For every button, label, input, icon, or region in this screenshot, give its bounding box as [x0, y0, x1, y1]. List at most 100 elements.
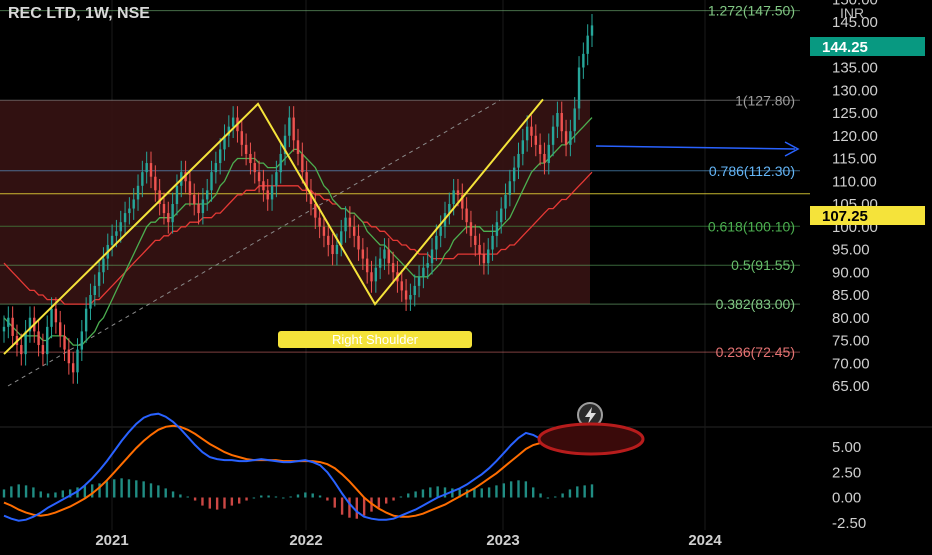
time-label: 2023 — [486, 532, 519, 549]
osc-histogram-bar — [304, 492, 307, 498]
osc-histogram-bar — [311, 493, 314, 498]
candle-body — [206, 190, 209, 200]
candle-body — [435, 235, 438, 250]
candle-body — [184, 172, 187, 182]
osc-histogram-bar — [208, 497, 211, 509]
candle-body — [175, 185, 179, 204]
price-tick-label: 125.00 — [832, 105, 878, 122]
candle-body — [227, 126, 231, 136]
candle-body — [128, 208, 131, 214]
osc-histogram-bar — [561, 493, 564, 498]
candle-body — [569, 131, 572, 145]
candle-body — [167, 213, 170, 223]
candle-body — [37, 331, 40, 346]
osc-histogram-bar — [17, 484, 20, 498]
price-tick-label: 120.00 — [832, 128, 878, 145]
level-badge — [810, 206, 925, 225]
osc-histogram-bar — [54, 492, 57, 498]
time-label: 2022 — [289, 532, 322, 549]
last-price-badge — [810, 37, 925, 56]
candle-body — [318, 217, 321, 227]
osc-histogram-bar — [142, 481, 145, 498]
candle-body — [2, 326, 6, 332]
candle-body — [409, 295, 412, 300]
candle-body — [331, 244, 334, 255]
osc-tick-label: 0.00 — [832, 490, 861, 507]
candle-body — [413, 285, 416, 295]
candle-body — [283, 135, 287, 154]
osc-histogram-bar — [414, 491, 417, 498]
candle-body — [357, 235, 360, 250]
candle-body — [340, 231, 343, 245]
osc-histogram-bar — [164, 488, 167, 498]
candle-body — [97, 272, 101, 286]
candle-body — [279, 153, 282, 173]
price-tick-label: 80.00 — [832, 310, 870, 327]
osc-histogram-bar — [502, 483, 505, 498]
candle-body — [465, 208, 468, 223]
candle-body — [46, 326, 49, 355]
candle-body — [223, 135, 226, 150]
fib-label: 0.786(112.30) — [709, 163, 795, 179]
candle-body — [93, 285, 96, 295]
candle-body — [141, 172, 144, 186]
osc-histogram-bar — [296, 494, 300, 498]
fib-label: 1.272(147.50) — [708, 3, 795, 19]
candle-body — [560, 113, 563, 132]
right-shoulder-label-bg — [278, 331, 472, 348]
osc-histogram-bar — [83, 485, 87, 498]
osc-histogram-bar — [260, 495, 263, 498]
osc-histogram-bar — [333, 497, 336, 508]
pattern-zone — [0, 100, 590, 305]
candle-body — [378, 258, 382, 268]
osc-histogram-bar — [135, 480, 138, 498]
osc-histogram-bar — [473, 488, 476, 498]
osc-histogram-bar — [120, 478, 123, 498]
right-shoulder-label: Right Shoulder — [332, 332, 419, 347]
candle-body — [573, 108, 576, 132]
price-tick-label: 85.00 — [832, 287, 870, 304]
candle-body — [296, 140, 300, 154]
candle-body — [201, 199, 205, 214]
osc-histogram-bar — [509, 481, 513, 498]
osc-histogram-bar — [61, 490, 64, 498]
currency-label: INR — [840, 5, 864, 21]
osc-histogram-bar — [32, 487, 35, 498]
osc-histogram-bar — [487, 487, 491, 498]
osc-histogram-bar — [201, 497, 204, 506]
osc-histogram-bar — [539, 493, 542, 498]
candle-body — [193, 194, 196, 204]
osc-histogram-bar — [98, 483, 101, 498]
candle-body — [41, 345, 45, 355]
candle-body — [335, 244, 339, 255]
osc-histogram-bar — [495, 485, 498, 498]
osc-histogram-bar — [517, 480, 520, 498]
fib-label: 0.236(72.45) — [716, 344, 795, 360]
candle-body — [547, 144, 550, 164]
candle-body — [456, 190, 460, 195]
candle-body — [218, 149, 222, 164]
candle-body — [50, 308, 53, 327]
osc-histogram-bar — [554, 496, 557, 498]
candle-body — [517, 153, 520, 168]
candle-body — [20, 345, 23, 355]
osc-histogram-bar — [583, 485, 586, 498]
osc-histogram-bar — [377, 497, 381, 508]
candle-body — [344, 217, 347, 232]
osc-histogram-bar — [10, 486, 13, 498]
candle-body — [76, 349, 79, 373]
price-tick-label: 70.00 — [832, 355, 870, 372]
osc-histogram-bar — [179, 494, 182, 498]
level-badge-text: 107.25 — [822, 208, 868, 225]
price-tick-label: 95.00 — [832, 242, 870, 259]
projection-arrow-head — [784, 141, 800, 157]
candle-body — [365, 258, 369, 273]
fib-label: 1(127.80) — [735, 92, 795, 108]
price-tick-label: 75.00 — [832, 333, 870, 350]
candle-body — [439, 226, 442, 236]
osc-histogram-bar — [238, 497, 241, 504]
osc-histogram-bar — [348, 497, 351, 518]
osc-histogram-bar — [289, 496, 292, 498]
candle-body — [262, 181, 265, 191]
osc-histogram-bar — [399, 496, 403, 498]
